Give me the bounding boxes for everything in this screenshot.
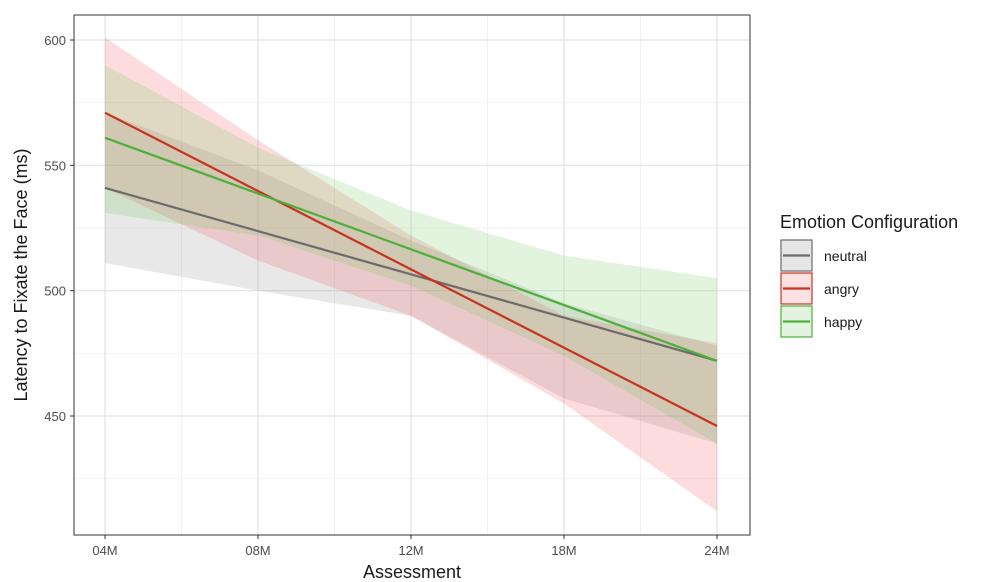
legend-label-angry: angry <box>824 281 859 297</box>
x-tick-label: 24M <box>704 543 729 558</box>
x-tick-label: 04M <box>92 543 117 558</box>
grid <box>74 15 750 535</box>
series-lines <box>104 111 718 428</box>
band-happy <box>105 65 717 444</box>
line-happy <box>104 136 718 362</box>
y-tick-label: 500 <box>44 284 66 299</box>
line-angry <box>104 111 718 428</box>
plot-border <box>73 14 751 536</box>
x-tick-label: 12M <box>398 543 423 558</box>
y-tick-label: 450 <box>44 409 66 424</box>
axes: 04M 08M 12M 18M 24M 450 500 550 600 <box>44 33 729 558</box>
x-axis-title: Assessment <box>363 562 461 582</box>
legend-label-neutral: neutral <box>824 248 867 264</box>
y-tick-label: 600 <box>44 33 66 48</box>
legend-label-happy: happy <box>824 314 862 330</box>
legend-title: Emotion Configuration <box>780 212 958 232</box>
x-tick-label: 18M <box>551 543 576 558</box>
line-neutral <box>104 186 718 362</box>
legend: neutral angry happy <box>780 239 867 338</box>
x-tick-label: 08M <box>245 543 270 558</box>
band-neutral <box>105 112 717 444</box>
y-tick-label: 550 <box>44 158 66 173</box>
y-axis-title: Latency to Fixate the Face (ms) <box>11 148 31 401</box>
